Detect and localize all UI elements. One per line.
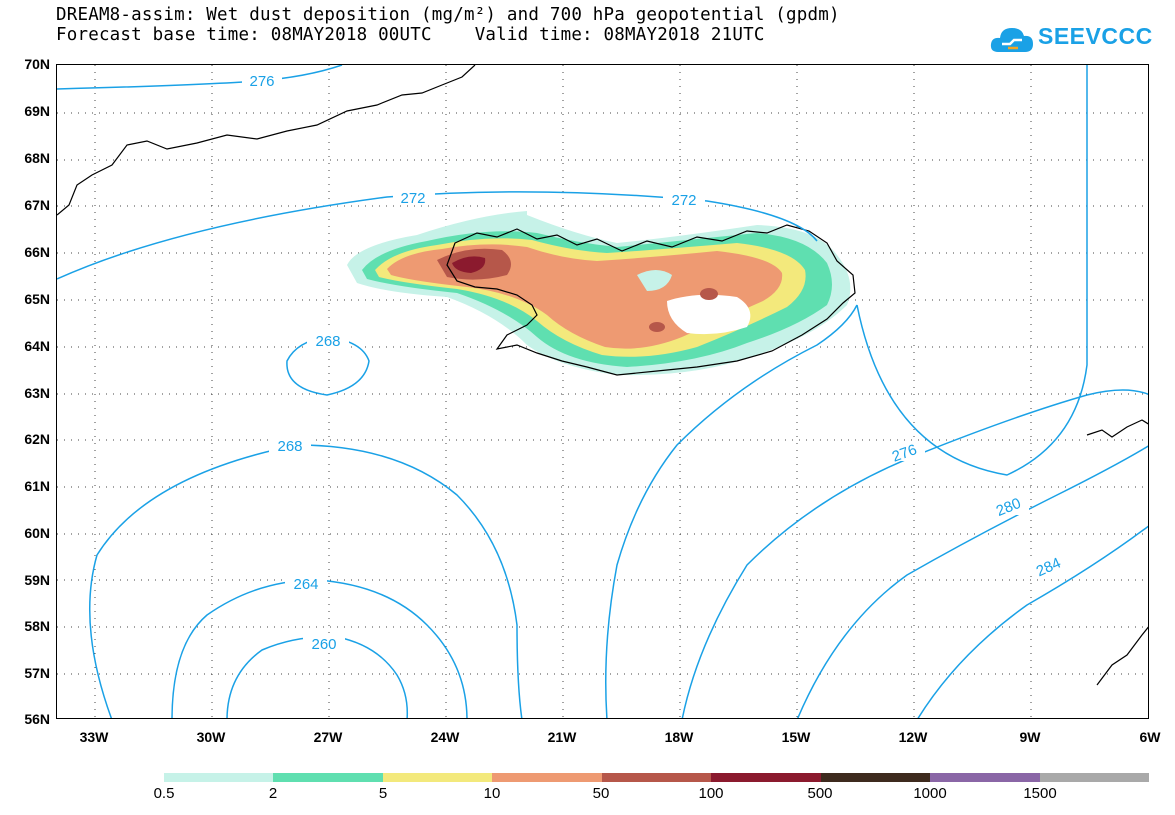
map-title: DREAM8-assim: Wet dust deposition (mg/m²… [56, 5, 840, 25]
legend-swatch [711, 773, 821, 782]
contour-276-lower [681, 389, 1148, 718]
color-legend [164, 773, 1149, 782]
lon-label: 30W [196, 729, 226, 745]
scotland-coast [1096, 626, 1148, 686]
seevccc-logo: SEEVCCC [988, 20, 1152, 56]
legend-swatch [1039, 773, 1149, 782]
lon-label: 9W [1019, 729, 1041, 745]
lat-label: 68N [24, 150, 50, 166]
legend-label: 500 [807, 785, 833, 802]
contour-label: 260 [311, 636, 336, 653]
cloud-icon [990, 28, 1033, 52]
lat-label: 60N [24, 525, 50, 541]
lat-label: 67N [24, 197, 50, 213]
legend-swatch [930, 773, 1040, 782]
contour-284 [917, 525, 1148, 718]
lat-label: 58N [24, 618, 50, 634]
faroe-coast [1086, 419, 1148, 438]
lat-label: 57N [24, 665, 50, 681]
lon-label: 21W [547, 729, 577, 745]
legend-swatch [164, 773, 274, 782]
coastlines [57, 65, 1148, 686]
legend-label: 50 [592, 785, 610, 802]
lat-label: 62N [24, 431, 50, 447]
lon-label: 18W [664, 729, 694, 745]
map-canvas: 276 272 272 268 268 264 260 276 280 284 [57, 65, 1148, 718]
lat-label: 61N [24, 478, 50, 494]
geopotential-contours [57, 65, 1148, 718]
greenland-coast [57, 65, 476, 216]
lat-label: 69N [24, 103, 50, 119]
legend-swatch [273, 773, 383, 782]
legend-label: 1000 [913, 785, 947, 802]
map-subtitle: Forecast base time: 08MAY2018 00UTC Vali… [56, 25, 765, 45]
lon-label: 6W [1139, 729, 1161, 745]
legend-label: 2 [268, 785, 278, 802]
map-area: 276 272 272 268 268 264 260 276 280 284 [56, 64, 1149, 719]
lat-label: 70N [24, 56, 50, 72]
contour-276-top [57, 65, 343, 90]
contour-label: 276 [249, 73, 274, 90]
contour-label: 272 [671, 192, 696, 209]
lat-label: 56N [24, 711, 50, 727]
lat-label: 66N [24, 244, 50, 260]
legend-swatch [492, 773, 602, 782]
legend-label: 10 [483, 785, 501, 802]
contour-272 [57, 191, 818, 280]
legend-swatch [382, 773, 493, 782]
lon-label: 12W [898, 729, 928, 745]
legend-label: 5 [378, 785, 388, 802]
contour-label: 272 [400, 190, 425, 207]
contour-276-right [605, 65, 1088, 718]
contour-label: 264 [293, 576, 318, 593]
legend-swatch [820, 773, 931, 782]
logo-text: SEEVCCC [1038, 23, 1153, 49]
lon-label: 24W [430, 729, 460, 745]
legend-swatch [601, 773, 712, 782]
contour-280 [797, 445, 1148, 718]
contour-label: 268 [277, 438, 302, 455]
lat-label: 63N [24, 385, 50, 401]
grid-lines [57, 65, 1148, 718]
lon-label: 15W [781, 729, 811, 745]
contour-268-big [88, 444, 523, 718]
lon-label: 33W [79, 729, 109, 745]
lat-label: 64N [24, 338, 50, 354]
contour-labels: 276 272 272 268 268 264 260 276 280 284 [242, 71, 1069, 653]
lon-label: 27W [313, 729, 343, 745]
legend-label: 1500 [1023, 785, 1057, 802]
dust-hole [667, 294, 751, 335]
lat-label: 59N [24, 572, 50, 588]
dust-deposition-field [347, 211, 851, 376]
legend-label: 0.5 [153, 785, 175, 802]
legend-label: 100 [698, 785, 724, 802]
dust-hole-2 [637, 270, 672, 291]
dust-level-100 [452, 256, 486, 273]
lat-label: 65N [24, 291, 50, 307]
iceland-coast [446, 224, 856, 376]
contour-label: 268 [315, 333, 340, 350]
